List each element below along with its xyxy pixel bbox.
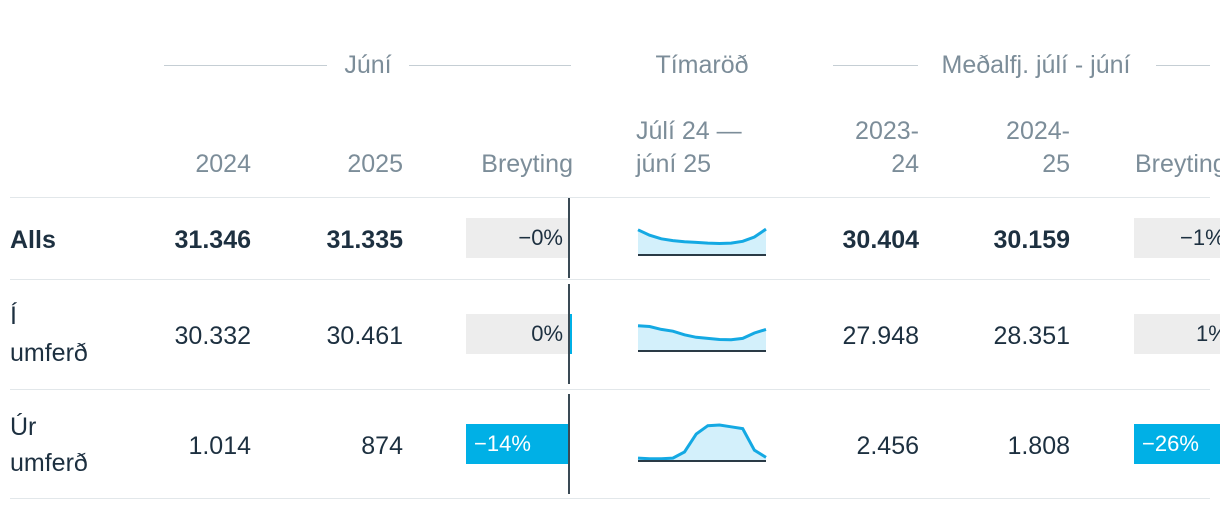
row-label-line2: umferð xyxy=(10,339,88,367)
sparkline xyxy=(637,227,767,256)
june-2025-value: 874 xyxy=(361,432,403,460)
avg-change-label: −26% xyxy=(1142,431,1199,456)
row-divider xyxy=(10,279,1210,280)
avg-change-bar-track xyxy=(1134,218,1220,258)
timeseries-group-label: Tímaröð xyxy=(655,51,749,79)
col-header-avg-change: Breyting xyxy=(1135,150,1220,178)
avg-change-label: −1% xyxy=(1180,225,1220,250)
row-label-line2: umferð xyxy=(10,449,88,477)
avg-change-label: 1% xyxy=(1196,321,1220,346)
june-2025-value: 31.335 xyxy=(326,226,403,254)
sparkline-line xyxy=(637,227,767,246)
average-group-label: Meðalfj. júlí - júní xyxy=(941,51,1131,79)
avg-2024-25-value: 28.351 xyxy=(993,322,1070,350)
col-header-avg1-line2: 24 xyxy=(891,150,919,178)
row-divider xyxy=(10,197,1210,198)
june-change-label: −0% xyxy=(518,225,563,250)
sparkline-line xyxy=(637,324,767,342)
june-change-zero-axis xyxy=(568,394,570,494)
sparkline-area xyxy=(638,229,766,255)
row-label-line1: Úr xyxy=(10,413,37,441)
june-2025-value: 30.461 xyxy=(326,322,403,350)
june-2024-value: 30.332 xyxy=(174,322,251,350)
col-header-avg2-line2: 25 xyxy=(1042,150,1070,178)
col-header-2025: 2025 xyxy=(347,150,403,178)
row-label-line1: Í xyxy=(10,302,17,330)
avg-2023-24-value: 30.404 xyxy=(842,226,919,254)
sparkline xyxy=(637,423,767,462)
col-header-avg2-line1: 2024- xyxy=(1006,117,1070,145)
average-group-rule-right xyxy=(1156,65,1210,66)
june-group-label: Júní xyxy=(344,51,392,79)
row-divider xyxy=(10,498,1210,499)
col-header-series-line1: Júlí 24 — xyxy=(636,117,742,145)
col-header-avg1-line1: 2023- xyxy=(855,117,919,145)
row-divider xyxy=(10,389,1210,390)
row-label: Alls xyxy=(10,226,56,254)
col-header-series-line2: júní 25 xyxy=(636,150,712,178)
june-group-rule-right xyxy=(409,65,571,66)
june-change-label: 0% xyxy=(531,321,563,346)
avg-change-bar xyxy=(1134,424,1220,464)
june-change-bar-track xyxy=(466,218,569,258)
june-2024-value: 1.014 xyxy=(188,432,251,460)
june-group-rule-left xyxy=(164,65,327,66)
sparkline xyxy=(637,324,767,352)
avg-2024-25-value: 30.159 xyxy=(993,226,1070,254)
june-change-bar xyxy=(466,424,569,464)
avg-2024-25-value: 1.808 xyxy=(1007,432,1070,460)
sparkline-area xyxy=(638,425,766,461)
june-change-bar-track xyxy=(466,314,569,354)
avg-2023-24-value: 27.948 xyxy=(842,322,919,350)
june-change-zero-axis xyxy=(568,284,570,384)
june-change-zero-axis xyxy=(568,198,570,278)
june-2024-value: 31.346 xyxy=(174,226,251,254)
col-header-2024: 2024 xyxy=(195,150,251,178)
avg-2023-24-value: 2.456 xyxy=(856,432,919,460)
avg-change-bar-track xyxy=(1134,314,1220,354)
col-header-change: Breyting xyxy=(481,150,573,178)
average-group-rule-left xyxy=(833,65,918,66)
june-change-label: −14% xyxy=(474,431,531,456)
sparkline-line xyxy=(637,423,767,461)
june-change-bar xyxy=(569,314,572,354)
